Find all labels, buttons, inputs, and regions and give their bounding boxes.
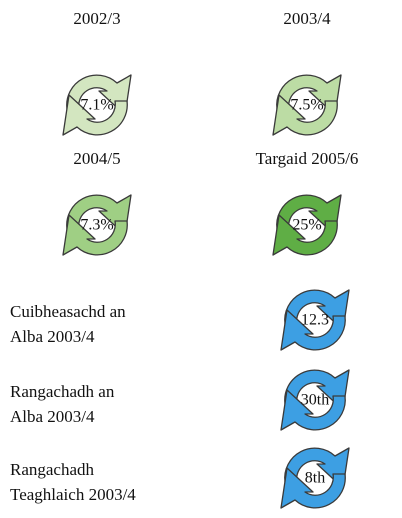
period-label: 2003/4 bbox=[283, 9, 331, 28]
period-label: 2004/5 bbox=[73, 149, 120, 168]
icon-value: 7.1% bbox=[80, 97, 113, 114]
period-label: Targaid 2005/6 bbox=[256, 149, 359, 168]
row-label: Teaghlaich 2003/4 bbox=[10, 485, 136, 504]
row-label: Rangachadh bbox=[10, 460, 95, 479]
cycle-icon: 7.5% bbox=[272, 74, 342, 136]
cycle-icon: 12.3 bbox=[280, 289, 350, 351]
icon-value: 7.5% bbox=[290, 97, 323, 114]
row-label: Alba 2003/4 bbox=[10, 327, 95, 346]
cycle-icon: 8th bbox=[280, 447, 350, 509]
cycle-icon: 30th bbox=[280, 369, 350, 431]
cycle-icon: 7.1% bbox=[62, 74, 132, 136]
row-label: Alba 2003/4 bbox=[10, 407, 95, 426]
icon-value: 12.3 bbox=[301, 312, 329, 329]
cycle-icon: 7.3% bbox=[62, 194, 132, 256]
cycle-icon: 25% bbox=[272, 194, 342, 256]
icon-value: 30th bbox=[301, 392, 329, 409]
icon-value: 25% bbox=[292, 217, 321, 234]
row-label: Rangachadh an bbox=[10, 382, 115, 401]
icon-value: 7.3% bbox=[80, 217, 113, 234]
row-label: Cuibheasachd an bbox=[10, 302, 126, 321]
period-label: 2002/3 bbox=[73, 9, 120, 28]
icon-value: 8th bbox=[305, 470, 325, 487]
